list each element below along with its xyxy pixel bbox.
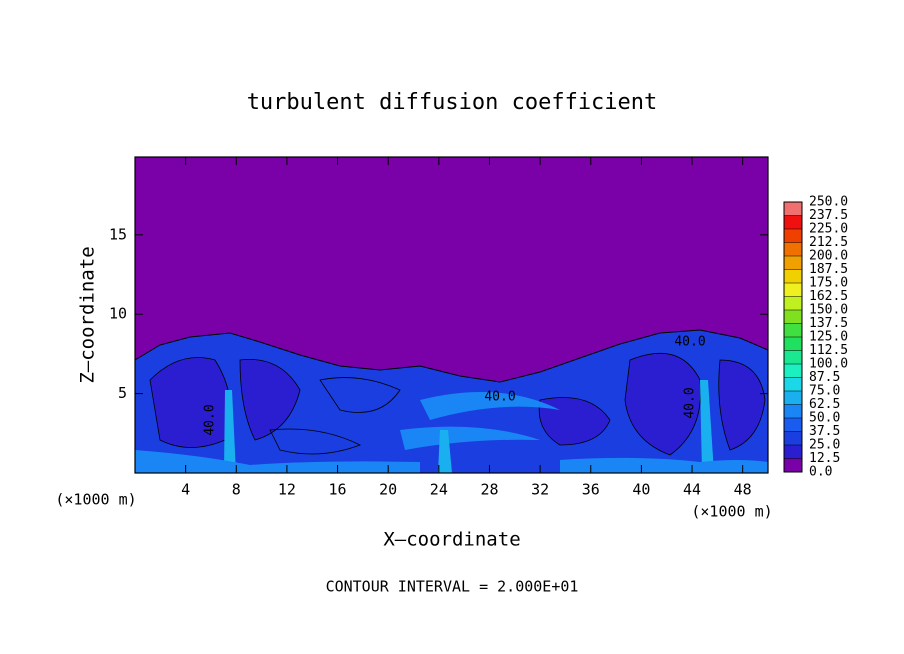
colorbar-label: 187.5 <box>809 262 848 277</box>
y-unit-label: (×1000 m) <box>55 491 136 509</box>
colorbar-band <box>784 323 802 337</box>
colorbar-band <box>784 337 802 351</box>
field-streak <box>420 392 560 420</box>
colorbar-band <box>784 229 802 243</box>
colorbar-label: 225.0 <box>809 222 848 237</box>
contour-label: 40.0 <box>674 335 705 350</box>
x-unit-label: (×1000 m) <box>691 503 772 521</box>
contour-label: 40.0 <box>203 404 218 435</box>
field-streak <box>438 430 452 473</box>
x-tick-label: 40 <box>632 481 650 499</box>
x-tick-label: 12 <box>278 481 296 499</box>
colorbar-band <box>784 283 802 297</box>
colorbar-band <box>784 269 802 283</box>
field-patch <box>239 358 301 441</box>
y-tick-label: 5 <box>118 384 127 402</box>
colorbar-label: 112.5 <box>809 343 848 358</box>
colorbar-band <box>784 350 802 364</box>
x-tick-label: 20 <box>379 481 397 499</box>
x-tick-label: 8 <box>232 481 241 499</box>
colorbar-band <box>784 391 802 405</box>
field-streak <box>560 457 768 473</box>
y-tick-label: 10 <box>109 305 127 323</box>
contour-line <box>269 428 361 455</box>
colorbar-band <box>784 215 802 229</box>
colorbar-label: 50.0 <box>809 411 840 426</box>
contour-line <box>319 377 401 413</box>
colorbar-label: 12.5 <box>809 451 840 466</box>
x-tick-label: 44 <box>683 481 701 499</box>
colorbar-band <box>784 202 802 216</box>
colorbar-label: 200.0 <box>809 249 848 264</box>
colorbar-label: 175.0 <box>809 276 848 291</box>
colorbar-label: 250.0 <box>809 195 848 210</box>
field-patch <box>718 359 766 451</box>
colorbar-band <box>784 310 802 324</box>
colorbar-band <box>784 404 802 418</box>
field-streak <box>135 450 420 473</box>
field-streak <box>400 426 540 450</box>
y-tick-label: 15 <box>109 225 127 243</box>
contour-label: 40.0 <box>683 387 698 418</box>
colorbar-label: 100.0 <box>809 357 848 372</box>
contour-label: 40.0 <box>484 390 515 405</box>
x-tick-label: 4 <box>181 481 190 499</box>
colorbar-label: 87.5 <box>809 370 840 385</box>
field-streak <box>224 390 236 473</box>
colorbar-label: 62.5 <box>809 397 840 412</box>
colorbar-label: 162.5 <box>809 289 848 304</box>
colorbar-band <box>784 242 802 256</box>
colorbar-band <box>784 377 802 391</box>
x-tick-label: 16 <box>329 481 347 499</box>
colorbar-band <box>784 256 802 270</box>
colorbar-label: 150.0 <box>809 303 848 318</box>
plot-frame <box>134 156 769 474</box>
contour-interval-note: CONTOUR INTERVAL = 2.000E+01 <box>326 578 579 596</box>
colorbar-label: 125.0 <box>809 330 848 345</box>
x-tick-label: 36 <box>582 481 600 499</box>
colorbar-label: 25.0 <box>809 438 840 453</box>
colorbar-band <box>784 458 802 472</box>
colorbar-label: 137.5 <box>809 316 848 331</box>
colorbar-label: 237.5 <box>809 208 848 223</box>
colorbar-label: 75.0 <box>809 384 840 399</box>
colorbar-label: 0.0 <box>809 465 832 480</box>
field-patch <box>149 357 231 448</box>
colorbar-band <box>784 296 802 310</box>
colorbar-band <box>784 364 802 378</box>
contour-field <box>134 157 769 474</box>
field-streak <box>700 380 714 473</box>
x-tick-label: 24 <box>430 481 448 499</box>
colorbar-band <box>784 418 802 432</box>
y-axis-label: Z–coordinate <box>77 246 99 383</box>
x-tick-label: 48 <box>734 481 752 499</box>
colorbar-label: 212.5 <box>809 235 848 250</box>
x-axis-label: X–coordinate <box>383 529 520 551</box>
colorbar-label: 37.5 <box>809 424 840 439</box>
chart-title: turbulent diffusion coefficient <box>247 90 658 115</box>
x-tick-label: 28 <box>480 481 498 499</box>
colorbar-band <box>784 445 802 459</box>
x-tick-label: 32 <box>531 481 549 499</box>
colorbar-band <box>784 431 802 445</box>
field-patch <box>624 353 701 456</box>
